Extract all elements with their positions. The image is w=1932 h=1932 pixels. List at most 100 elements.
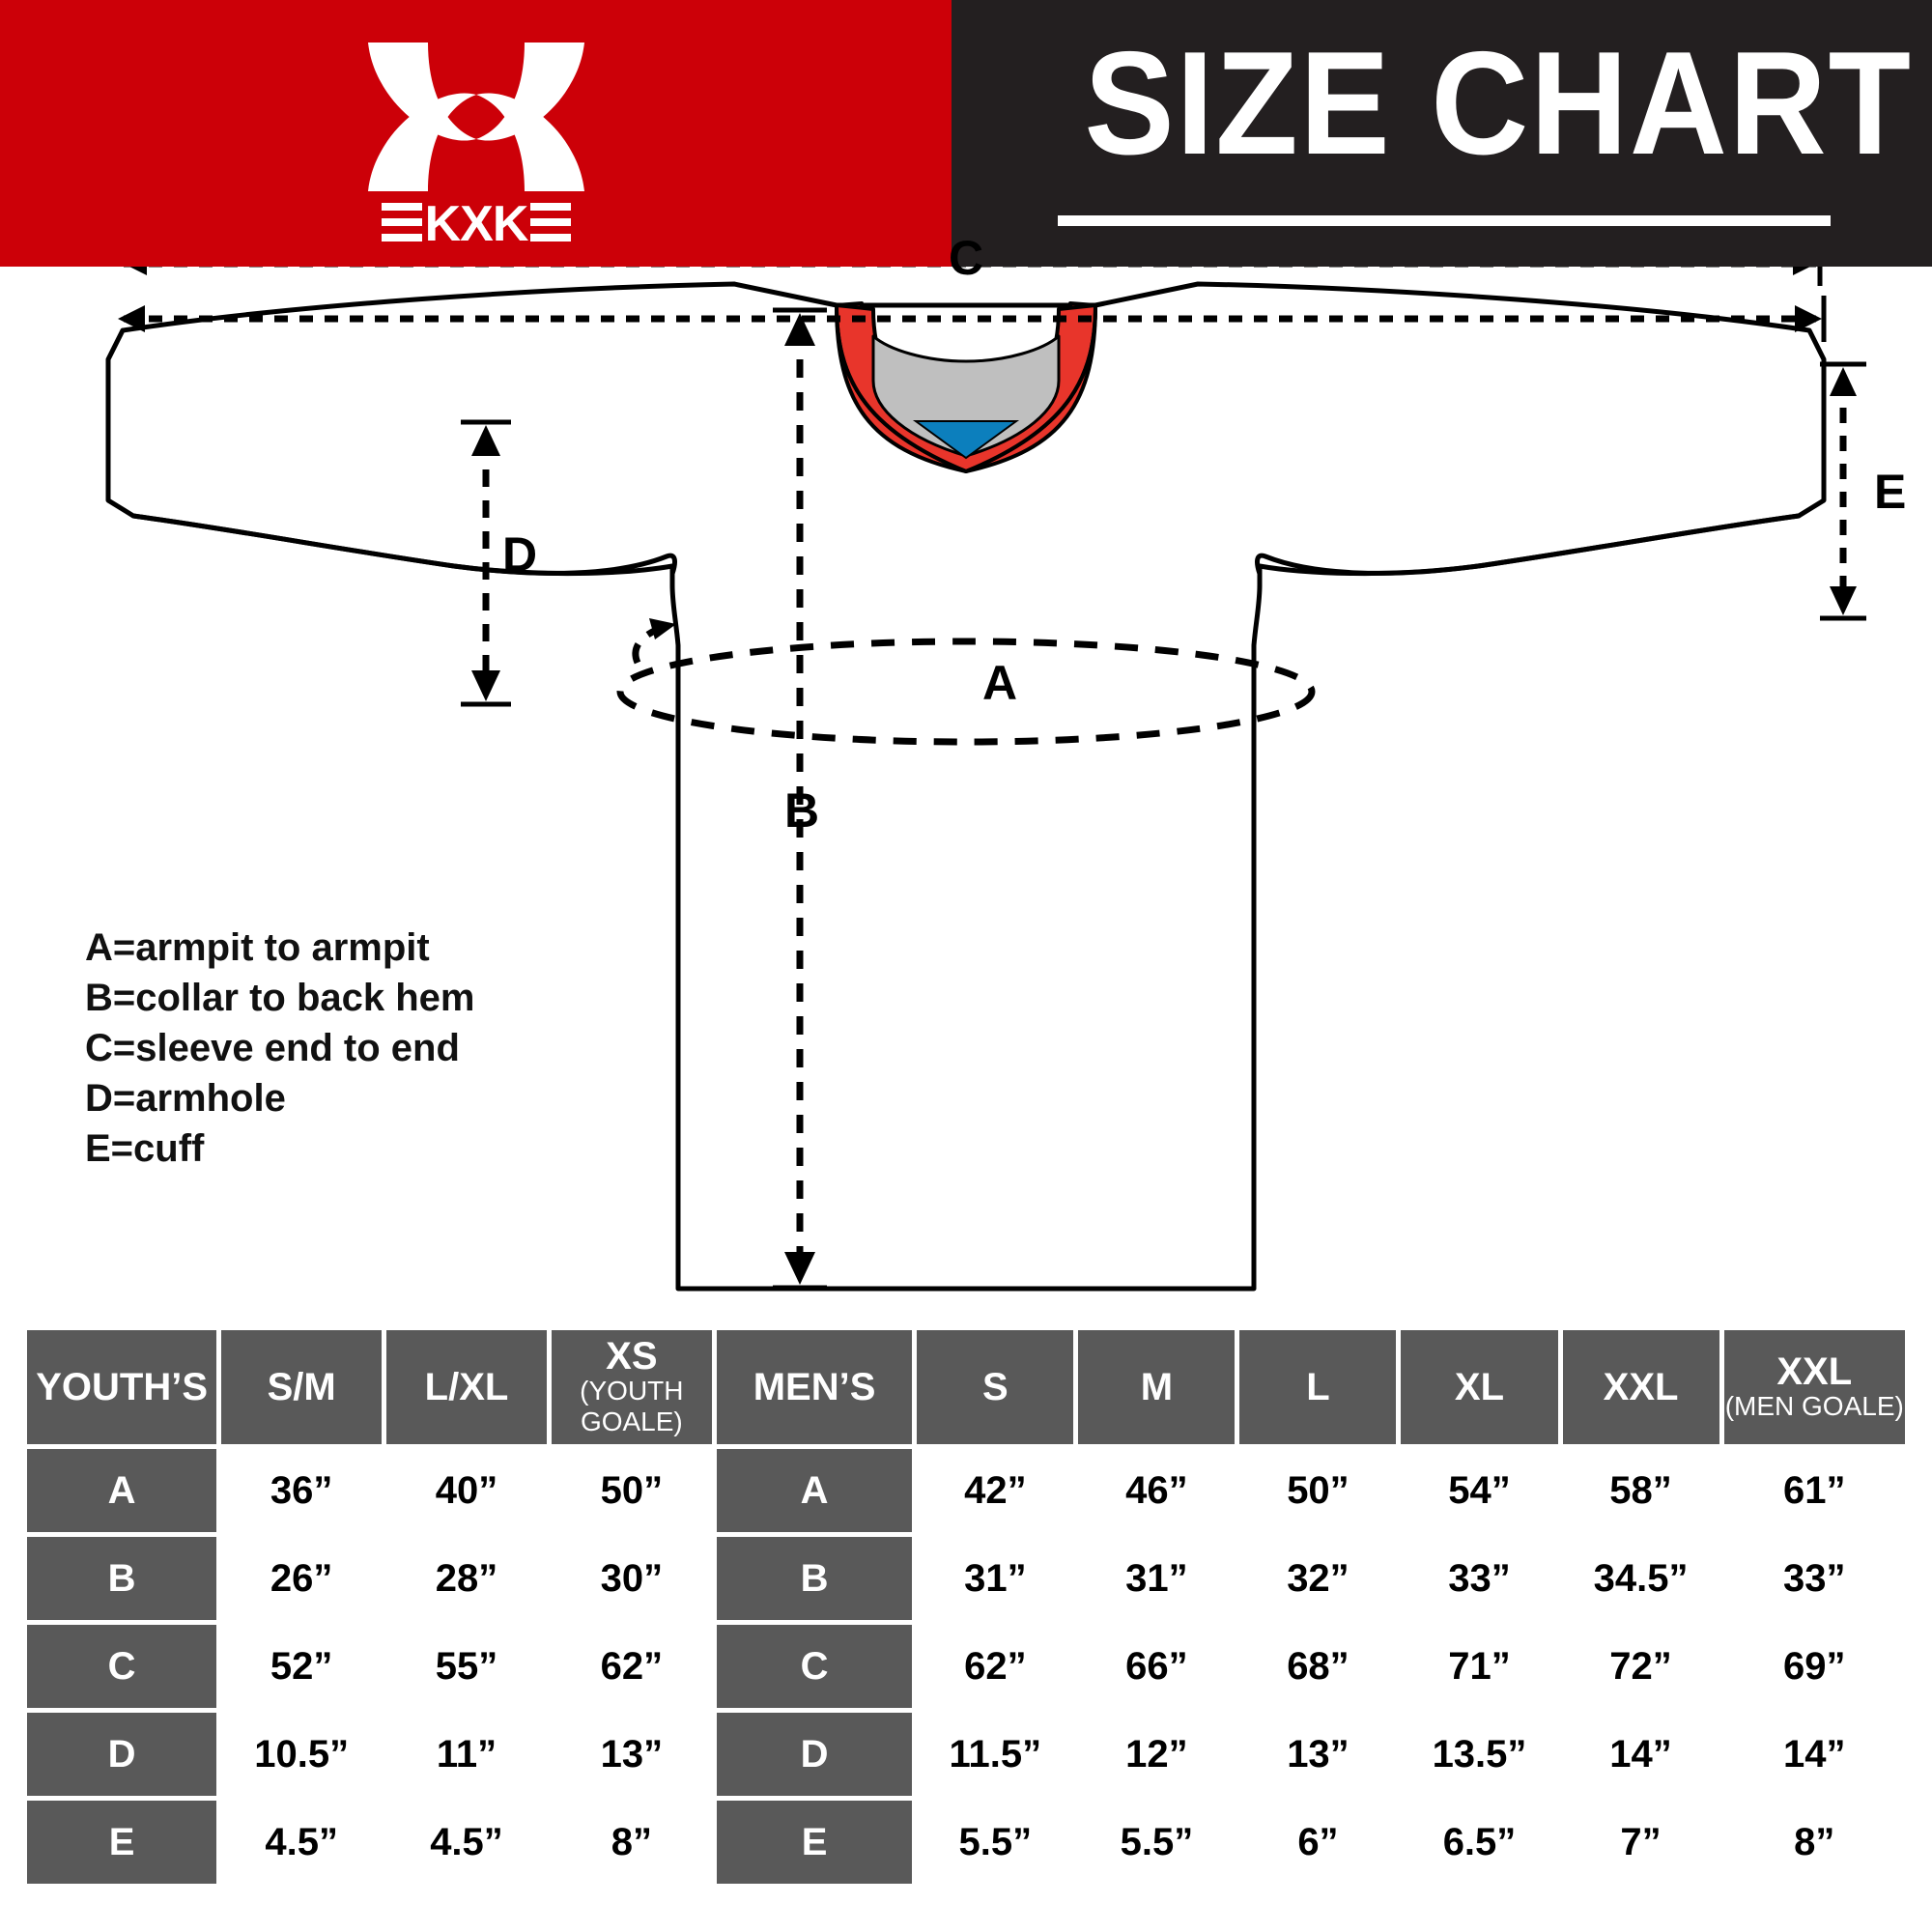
- row-label-c-youth: C: [27, 1625, 217, 1708]
- page-title: SIZE CHART: [1084, 21, 1913, 185]
- cell: 68”: [1239, 1625, 1397, 1708]
- row-label-e-men: E: [716, 1801, 913, 1884]
- dimension-c-line: [118, 296, 1827, 342]
- header-youth-xs-label: XS: [606, 1335, 658, 1378]
- header-youth-xs-goalie: XS (YOUTH GOALE): [551, 1330, 712, 1444]
- cell: 6.5”: [1401, 1801, 1558, 1884]
- cell: 28”: [386, 1537, 547, 1620]
- cell: 13”: [1239, 1713, 1397, 1796]
- header-men-xxl-goalie-sub: (MEN GOALE): [1724, 1391, 1904, 1421]
- cell: 66”: [1078, 1625, 1236, 1708]
- row-label-a-youth: A: [27, 1449, 217, 1532]
- header-men-xl-label: XL: [1454, 1366, 1505, 1408]
- cell: 71”: [1401, 1625, 1558, 1708]
- legend-line-d: D=armhole: [85, 1077, 286, 1120]
- header-youths: YOUTH’S: [27, 1330, 217, 1444]
- row-label-d-men: D: [716, 1713, 913, 1796]
- collar-v-outline: [835, 304, 1097, 473]
- header-men-xxl-goalie: XXL (MEN GOALE): [1723, 1330, 1905, 1444]
- cell: 55”: [386, 1625, 547, 1708]
- cell: 34.5”: [1562, 1537, 1719, 1620]
- cell: 14”: [1562, 1713, 1719, 1796]
- cell: 6”: [1239, 1801, 1397, 1884]
- header-youths-label: YOUTH’S: [36, 1366, 209, 1408]
- cell: 62”: [551, 1625, 712, 1708]
- cell: 61”: [1723, 1449, 1905, 1532]
- header-youth-sm-label: S/M: [267, 1366, 336, 1408]
- cell: 13.5”: [1401, 1713, 1558, 1796]
- cell: 5.5”: [1078, 1801, 1236, 1884]
- cell: 5.5”: [917, 1801, 1074, 1884]
- row-label-d-youth: D: [27, 1713, 217, 1796]
- dimension-e: E: [1820, 361, 1906, 621]
- header-youth-lxl-label: L/XL: [424, 1366, 509, 1408]
- dimension-label-b: B: [784, 783, 819, 838]
- cell: 10.5”: [221, 1713, 383, 1796]
- kxk-wordmark: KXK: [424, 196, 528, 252]
- table-row: E 4.5” 4.5” 8” E 5.5” 5.5” 6” 6.5” 7” 8”: [27, 1801, 1905, 1884]
- cell: 31”: [917, 1537, 1074, 1620]
- cell: 30”: [551, 1537, 712, 1620]
- cell: 52”: [221, 1625, 383, 1708]
- cell: 33”: [1723, 1537, 1905, 1620]
- cell: 11”: [386, 1713, 547, 1796]
- cell: 33”: [1401, 1537, 1558, 1620]
- cell: 50”: [551, 1449, 712, 1532]
- cell: 13”: [551, 1713, 712, 1796]
- jersey-left-underarm: [130, 513, 677, 588]
- cell: 32”: [1239, 1537, 1397, 1620]
- dimension-label-a: A: [982, 656, 1017, 710]
- cell: 69”: [1723, 1625, 1905, 1708]
- cell: 8”: [551, 1801, 712, 1884]
- size-table-wrap: YOUTH’S S/M L/XL XS (YOUTH GOALE) MEN’S …: [22, 1325, 1910, 1889]
- header-men-m: M: [1078, 1330, 1236, 1444]
- row-label-a-men: A: [716, 1449, 913, 1532]
- cell: 11.5”: [917, 1713, 1074, 1796]
- table-row: A 36” 40” 50” A 42” 46” 50” 54” 58” 61”: [27, 1449, 1905, 1532]
- legend-line-b: B=collar to back hem: [85, 977, 475, 1019]
- header-mens: MEN’S: [716, 1330, 913, 1444]
- size-chart-table: YOUTH’S S/M L/XL XS (YOUTH GOALE) MEN’S …: [22, 1325, 1910, 1889]
- cell: 40”: [386, 1449, 547, 1532]
- cell: 62”: [917, 1625, 1074, 1708]
- dimension-b: B: [773, 307, 827, 1291]
- header-men-l: L: [1239, 1330, 1397, 1444]
- cell: 8”: [1723, 1801, 1905, 1884]
- table-row: C 52” 55” 62” C 62” 66” 68” 71” 72” 69”: [27, 1625, 1905, 1708]
- dimension-label-e: E: [1874, 465, 1906, 519]
- cell: 46”: [1078, 1449, 1236, 1532]
- cell: 36”: [221, 1449, 383, 1532]
- cell: 54”: [1401, 1449, 1558, 1532]
- cell: 50”: [1239, 1449, 1397, 1532]
- header-youth-xs-sub: (YOUTH GOALE): [580, 1376, 684, 1436]
- cell: 4.5”: [221, 1801, 383, 1884]
- header-men-s-label: S: [982, 1366, 1009, 1408]
- cell: 4.5”: [386, 1801, 547, 1884]
- row-label-b-youth: B: [27, 1537, 217, 1620]
- table-row: B 26” 28” 30” B 31” 31” 32” 33” 34.5” 33…: [27, 1537, 1905, 1620]
- jersey-diagram-svg: D E B A C: [105, 194, 1906, 1292]
- cell: 14”: [1723, 1713, 1905, 1796]
- title-underline: [1058, 211, 1831, 226]
- header-youth-lxl: L/XL: [386, 1330, 547, 1444]
- header-brand-panel: KXK: [0, 0, 952, 267]
- row-label-c-men: C: [716, 1625, 913, 1708]
- table-row: D 10.5” 11” 13” D 11.5” 12” 13” 13.5” 14…: [27, 1713, 1905, 1796]
- header-men-xxl: XXL: [1562, 1330, 1719, 1444]
- collar-accent: [912, 420, 1020, 460]
- header-men-m-label: M: [1140, 1366, 1174, 1408]
- cell: 31”: [1078, 1537, 1236, 1620]
- legend-line-e: E=cuff: [85, 1127, 205, 1170]
- cell: 58”: [1562, 1449, 1719, 1532]
- cell: 12”: [1078, 1713, 1236, 1796]
- kxk-logo: KXK: [331, 21, 621, 253]
- jersey-right-underarm: [1255, 513, 1802, 588]
- cell: 72”: [1562, 1625, 1719, 1708]
- row-label-e-youth: E: [27, 1801, 217, 1884]
- header-men-s: S: [917, 1330, 1074, 1444]
- row-label-b-men: B: [716, 1537, 913, 1620]
- page-header: KXK SIZE CHART: [0, 0, 1932, 267]
- dimension-d: D: [461, 419, 537, 707]
- jersey-diagram: D E B A C: [0, 194, 1932, 1320]
- legend-line-c: C=sleeve end to end: [85, 1027, 460, 1069]
